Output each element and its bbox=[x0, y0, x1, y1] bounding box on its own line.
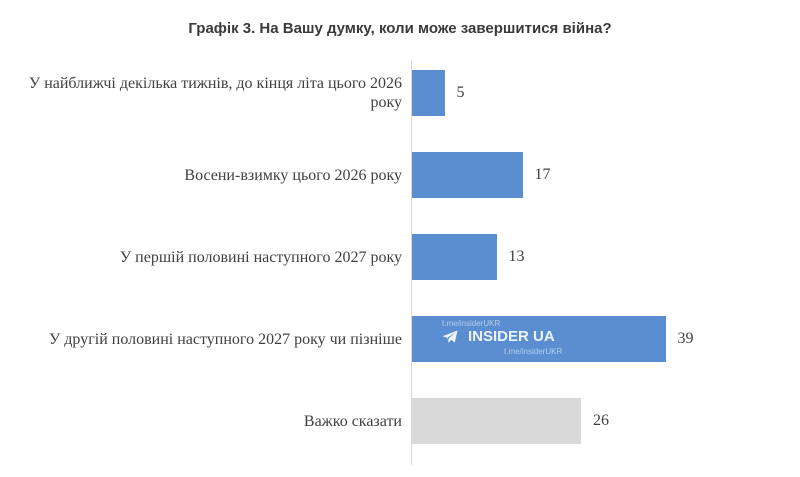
telegram-icon bbox=[442, 330, 458, 343]
value-label: 13 bbox=[508, 248, 525, 265]
category-label: У другій половині наступного 2027 року ч… bbox=[20, 316, 402, 362]
watermark-link-top: t.me/insiderUKR bbox=[442, 319, 501, 328]
category-label-text: Важко сказати bbox=[303, 412, 402, 430]
value-label: 26 bbox=[593, 412, 609, 429]
bar bbox=[412, 70, 445, 116]
watermark-brand: INSIDER UA bbox=[442, 328, 555, 345]
bar bbox=[412, 234, 497, 280]
bar bbox=[412, 398, 581, 444]
chart-title: Графік 3. На Вашу думку, коли може завер… bbox=[188, 20, 612, 37]
category-label: Восени-взимку цього 2026 року bbox=[20, 152, 402, 198]
watermark-brand-text: INSIDER UA bbox=[468, 328, 555, 345]
category-label: Важко сказати bbox=[20, 398, 402, 444]
category-label-text: У найближчі декілька тижнів, до кінця лі… bbox=[28, 75, 402, 111]
category-label: У першій половині наступного 2027 року bbox=[20, 234, 402, 280]
value-label: 17 bbox=[534, 166, 551, 183]
category-axis-line bbox=[411, 60, 412, 465]
category-label-text: Восени-взимку цього 2026 року bbox=[184, 166, 402, 184]
value-label: 39 bbox=[677, 330, 694, 347]
category-label-text: У другій половині наступного 2027 року ч… bbox=[48, 330, 402, 348]
category-label: У найближчі декілька тижнів, до кінця лі… bbox=[20, 70, 402, 116]
watermark-link-bottom: t.me/insiderUKR bbox=[504, 347, 563, 356]
value-label: 5 bbox=[456, 84, 465, 101]
bar: t.me/insiderUKR INSIDER UA t.me/insiderUKR bbox=[412, 316, 666, 362]
watermark: t.me/insiderUKR INSIDER UA t.me/insiderUKR bbox=[412, 316, 666, 362]
category-label-text: У першій половині наступного 2027 року bbox=[119, 248, 402, 266]
bar bbox=[412, 152, 523, 198]
